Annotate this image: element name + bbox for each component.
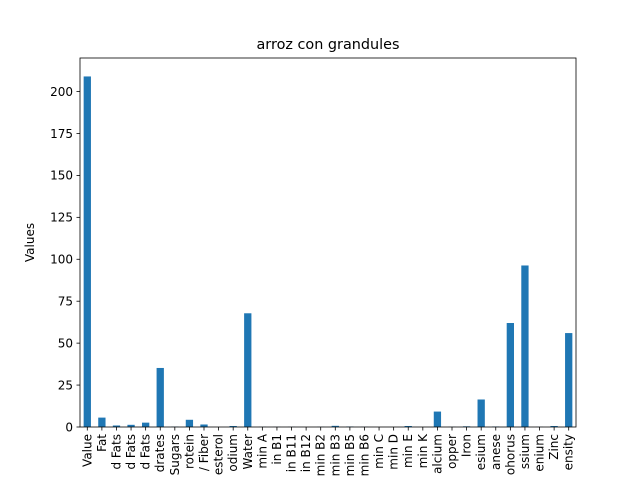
x-tick-label-25: opper	[445, 434, 459, 469]
x-tick-label-5: drates	[153, 434, 167, 472]
bar-17	[331, 425, 339, 427]
x-tick-label-18: min B5	[343, 434, 357, 476]
chart-title: arroz con grandules	[256, 37, 399, 53]
y-axis-label: Values	[23, 223, 37, 262]
bar-10	[229, 425, 237, 427]
bar-8	[200, 424, 208, 427]
plot-frame	[79, 57, 577, 428]
x-tick-label-8: / Fiber	[197, 434, 211, 471]
x-tick-label-16: min B2	[314, 434, 328, 476]
x-tick-label-30: ssium	[518, 434, 532, 469]
x-tick-label-24: alcium	[430, 434, 444, 474]
y-tick-label-2: 50	[58, 336, 73, 350]
x-axis-ticks: Value Fat d Fats d Fats d Fats drates Sugars ro…	[80, 427, 576, 476]
bar-7	[185, 419, 194, 427]
y-tick-label-0: 0	[65, 420, 73, 434]
x-tick-label-28: anese	[489, 434, 503, 470]
bar-29	[506, 323, 514, 427]
bar-30	[521, 265, 529, 427]
x-tick-label-15: in B12	[299, 434, 313, 472]
y-tick-label-4: 100	[50, 253, 73, 267]
bar-11	[244, 313, 252, 427]
x-tick-label-11: Water	[241, 434, 255, 470]
x-tick-label-27: esium	[474, 434, 488, 470]
bar-5	[156, 367, 164, 427]
bars-layer	[83, 76, 573, 427]
x-tick-label-33: ensity	[562, 434, 576, 470]
x-tick-label-32: Zinc	[547, 434, 561, 460]
x-tick-label-13: in B1	[270, 434, 284, 465]
y-tick-label-7: 175	[50, 127, 73, 141]
bar-4	[142, 422, 150, 427]
x-tick-label-31: enium	[533, 434, 547, 472]
bar-2	[112, 425, 121, 427]
bar-33	[565, 333, 573, 427]
x-tick-label-7: rotein	[182, 434, 196, 469]
bar-3	[127, 424, 135, 427]
x-tick-label-29: ohorus	[503, 434, 517, 475]
y-tick-label-8: 200	[50, 85, 73, 99]
x-tick-label-9: esterol	[212, 434, 226, 475]
x-tick-label-2: d Fats	[109, 434, 123, 470]
x-tick-label-17: min B3	[328, 434, 342, 476]
x-tick-label-21: min D	[387, 434, 401, 470]
x-tick-label-10: odium	[226, 434, 240, 472]
y-tick-label-1: 25	[58, 378, 73, 392]
x-tick-label-3: d Fats	[124, 434, 138, 470]
y-tick-label-5: 125	[50, 211, 73, 225]
x-tick-label-20: min C	[372, 434, 386, 469]
bar-1	[98, 417, 106, 427]
bar-0	[83, 76, 91, 427]
bar-24	[433, 411, 442, 427]
y-tick-label-3: 75	[58, 295, 73, 309]
bar-32	[550, 425, 558, 427]
x-tick-label-4: d Fats	[139, 434, 153, 470]
x-tick-label-6: Sugars	[168, 434, 182, 475]
x-tick-label-19: min B6	[357, 434, 371, 476]
x-tick-label-1: Fat	[95, 434, 109, 452]
x-tick-label-23: min K	[416, 433, 430, 468]
bar-27	[477, 399, 485, 427]
x-tick-label-26: Iron	[460, 434, 474, 457]
y-axis-ticks: 0 25 50 75 100 125 150 175 200	[50, 85, 80, 434]
x-tick-label-22: min E	[401, 434, 415, 468]
x-tick-label-12: min A	[255, 433, 269, 468]
bar-22	[404, 425, 412, 427]
x-tick-label-0: Value	[80, 434, 94, 467]
x-tick-label-14: in B11	[285, 434, 299, 472]
y-tick-label-6: 150	[50, 169, 73, 183]
